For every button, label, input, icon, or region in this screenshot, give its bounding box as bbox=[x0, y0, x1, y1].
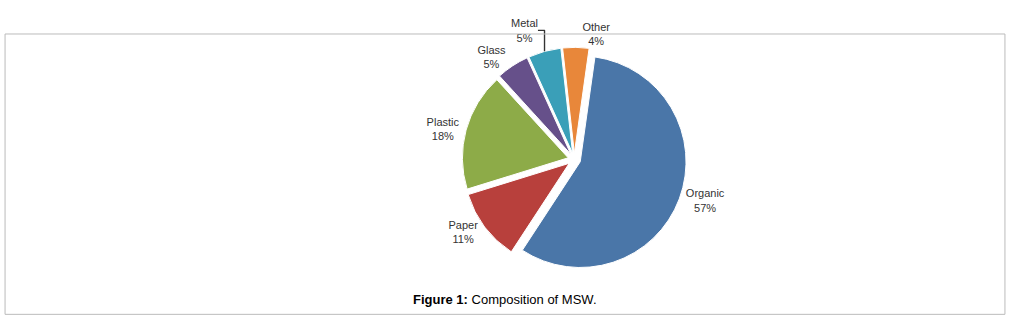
svg-text:Paper11%: Paper11% bbox=[448, 219, 478, 245]
svg-text:Other4%: Other4% bbox=[582, 21, 610, 47]
svg-text:Plastic18%: Plastic18% bbox=[427, 116, 460, 142]
svg-text:Figure 1: Composition of MSW.: Figure 1: Composition of MSW. bbox=[413, 292, 597, 307]
svg-text:Glass5%: Glass5% bbox=[477, 44, 506, 70]
svg-text:Metal5%: Metal5% bbox=[511, 17, 538, 43]
svg-text:Organic57%: Organic57% bbox=[686, 187, 725, 213]
